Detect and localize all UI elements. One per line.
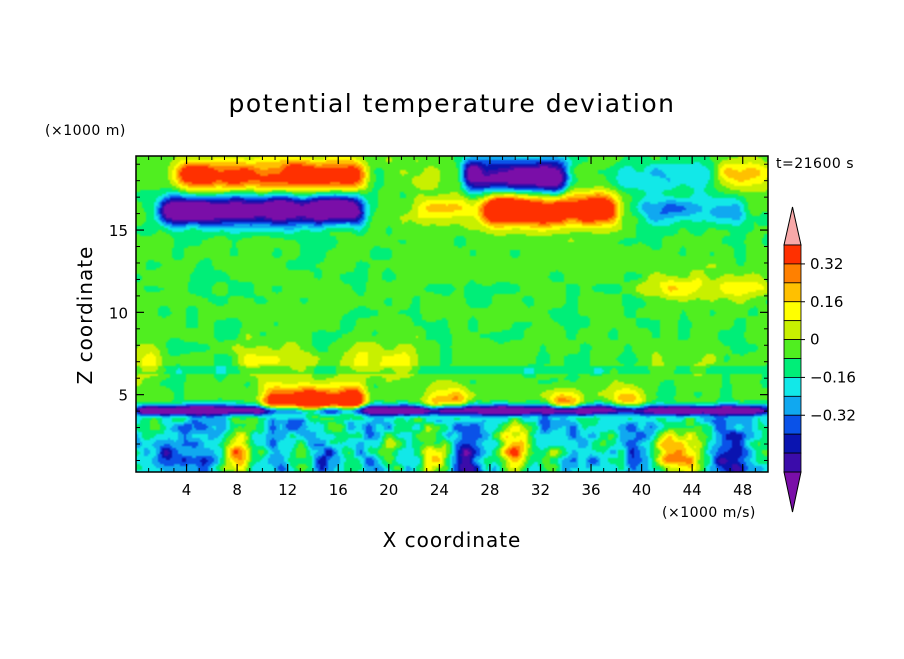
- x-tick-label: 16: [329, 481, 348, 499]
- x-tick-label: 40: [632, 481, 651, 499]
- chart-title: potential temperature deviation: [229, 89, 676, 118]
- y-tick-label: 15: [109, 222, 128, 240]
- y-tick-label: 5: [118, 387, 128, 405]
- x-tick-label: 20: [379, 481, 398, 499]
- colorbar-swatch: [783, 377, 802, 397]
- colorbar-bottom-arrow: [783, 471, 802, 513]
- y-axis: 5 10 15: [109, 163, 768, 461]
- colorbar-swatch: [783, 358, 802, 378]
- colorbar-swatch: [783, 244, 802, 265]
- y-axis-title: Z coordinate: [73, 246, 97, 385]
- colorbar: −0.32 −0.16 0 0.16 0.32: [783, 206, 856, 513]
- x-tick-label: 8: [232, 481, 242, 499]
- x-axis: 4 8 12 16 20 24 28 32 36 40 44 48: [148, 156, 756, 499]
- x-tick-label: 28: [480, 481, 499, 499]
- colorbar-swatch: [783, 263, 802, 284]
- x-tick-label: 4: [182, 481, 192, 499]
- time-label: t=21600 s: [776, 156, 854, 172]
- colorbar-swatch: [783, 339, 802, 359]
- plot-area: [135, 155, 769, 473]
- colorbar-swatch: [783, 320, 802, 340]
- colorbar-label: 0.32: [810, 255, 843, 273]
- x-tick-label: 32: [531, 481, 550, 499]
- colorbar-swatch: [783, 282, 802, 303]
- x-tick-label: 44: [683, 481, 702, 499]
- colorbar-swatch: [783, 395, 802, 416]
- x-tick-label: 48: [733, 481, 752, 499]
- x-unit-label: (×1000 m/s): [662, 505, 756, 521]
- colorbar-top-arrow: [783, 206, 802, 246]
- y-unit-label: (×1000 m): [45, 123, 126, 139]
- colorbar-swatch: [783, 414, 802, 435]
- colorbar-swatch: [783, 452, 802, 473]
- x-tick-label: 24: [430, 481, 449, 499]
- colorbar-label: 0: [810, 331, 820, 349]
- x-tick-label: 12: [278, 481, 297, 499]
- colorbar-label: −0.16: [810, 368, 856, 386]
- contour-field: [136, 156, 768, 472]
- colorbar-label: −0.32: [810, 406, 856, 424]
- x-axis-title: X coordinate: [383, 528, 522, 552]
- y-tick-label: 10: [109, 304, 128, 322]
- colorbar-swatch: [783, 301, 802, 322]
- colorbar-label: 0.16: [810, 293, 843, 311]
- x-tick-label: 36: [581, 481, 600, 499]
- colorbar-swatch: [783, 433, 802, 454]
